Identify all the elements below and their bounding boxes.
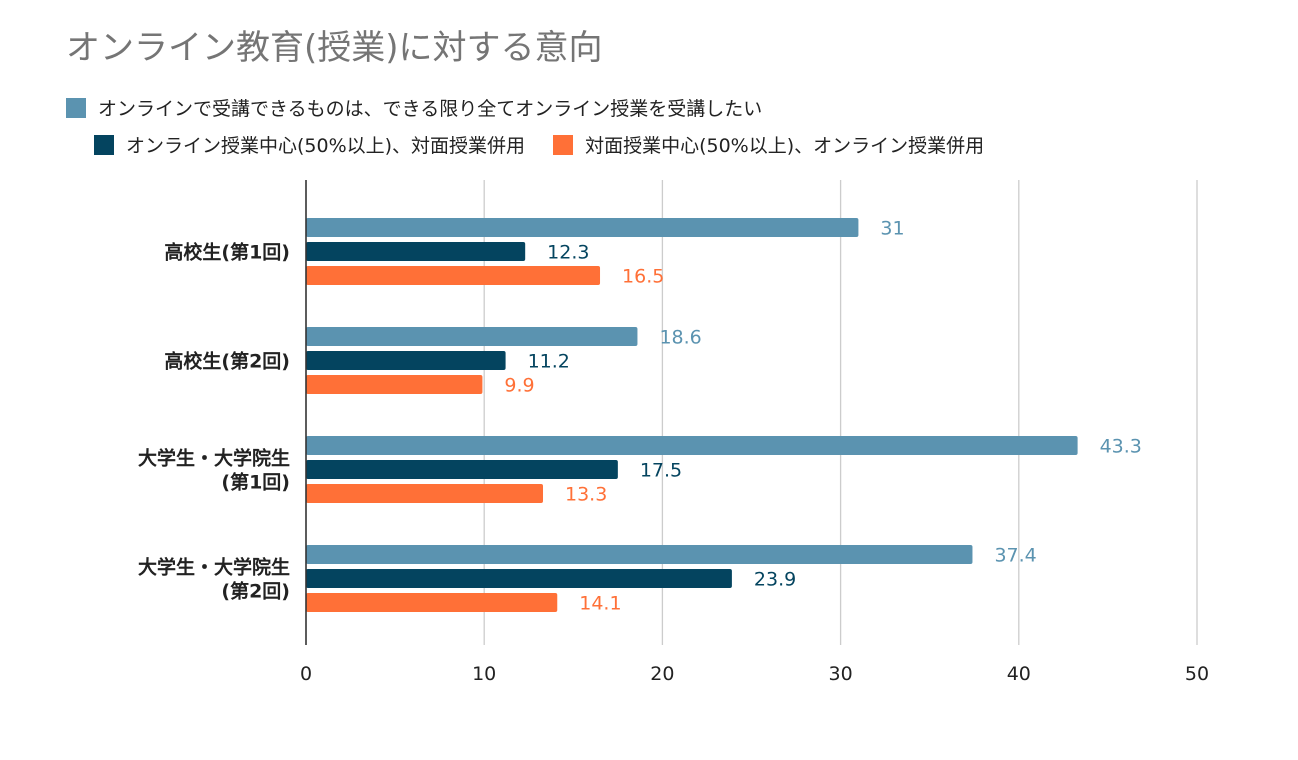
legend-swatch-series-2 <box>94 134 114 155</box>
category-label: 大学生・大学院生 <box>138 556 290 579</box>
data-label: 16.5 <box>622 266 664 288</box>
legend-label-series-1: オンラインで受講できるものは、できる限り全てオンライン授業を受講したい <box>98 98 763 120</box>
data-label: 18.6 <box>659 327 701 349</box>
data-label: 14.1 <box>579 593 621 615</box>
legend-swatch-series-3 <box>553 134 574 155</box>
category-label: (第1回) <box>221 471 290 494</box>
bar-series-3-cat-3 <box>306 484 544 503</box>
data-label: 31 <box>880 218 904 240</box>
bar-series-3-cat-4 <box>306 593 558 612</box>
bar-series-1-cat-2 <box>306 327 638 346</box>
bar-series-3-cat-1 <box>306 266 601 285</box>
category-label: 高校生(第2回) <box>164 350 290 373</box>
legend-label-series-2: オンライン授業中心(50%以上)、対面授業併用 <box>126 135 526 157</box>
bar-series-2-cat-4 <box>306 569 732 588</box>
legend-item-series-2: オンライン授業中心(50%以上)、対面授業併用 <box>94 131 525 158</box>
bar-series-2-cat-3 <box>306 460 618 479</box>
bar-series-1-cat-1 <box>306 218 859 237</box>
chart-title: オンライン教育(授業)に対する意向 <box>66 28 603 68</box>
x-tick-label: 20 <box>650 663 674 685</box>
data-label: 23.9 <box>754 569 796 591</box>
x-tick-label: 50 <box>1185 663 1209 685</box>
bar-series-2-cat-1 <box>306 242 526 261</box>
category-label: (第2回) <box>221 580 290 603</box>
bar-series-1-cat-3 <box>306 436 1078 455</box>
x-tick-label: 30 <box>829 663 853 685</box>
data-label: 37.4 <box>994 545 1036 567</box>
data-label: 9.9 <box>504 375 534 397</box>
data-label: 43.3 <box>1100 436 1142 458</box>
category-label: 高校生(第1回) <box>164 241 290 264</box>
bar-series-1-cat-4 <box>306 545 973 564</box>
legend-row-1: オンラインで受講できるものは、できる限り全てオンライン授業を受講したい <box>66 94 790 121</box>
data-label: 11.2 <box>528 351 570 373</box>
x-tick-label: 10 <box>472 663 496 685</box>
legend-label-series-3: 対面授業中心(50%以上)、オンライン授業併用 <box>585 135 985 157</box>
legend-item-series-1: オンラインで受講できるものは、できる限り全てオンライン授業を受講したい <box>66 94 762 121</box>
x-tick-label: 40 <box>1007 663 1031 685</box>
data-label: 12.3 <box>547 242 589 264</box>
bar-series-3-cat-2 <box>306 375 483 394</box>
category-label: 大学生・大学院生 <box>138 447 290 470</box>
data-label: 13.3 <box>565 484 607 506</box>
data-label: 17.5 <box>640 460 682 482</box>
legend-item-series-3: 対面授業中心(50%以上)、オンライン授業併用 <box>553 131 984 158</box>
bar-series-2-cat-2 <box>306 351 506 370</box>
legend-row-2: オンライン授業中心(50%以上)、対面授業併用 対面授業中心(50%以上)、オン… <box>94 131 1012 158</box>
legend-swatch-series-1 <box>66 97 86 118</box>
x-tick-label: 0 <box>300 663 312 685</box>
